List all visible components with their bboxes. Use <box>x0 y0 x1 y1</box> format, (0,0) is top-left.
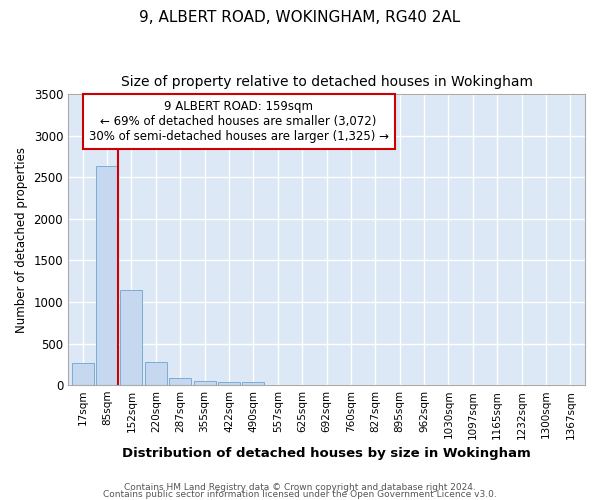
Text: Contains HM Land Registry data © Crown copyright and database right 2024.: Contains HM Land Registry data © Crown c… <box>124 484 476 492</box>
Bar <box>145 362 167 385</box>
Bar <box>218 382 240 385</box>
Text: Contains public sector information licensed under the Open Government Licence v3: Contains public sector information licen… <box>103 490 497 499</box>
Text: 9, ALBERT ROAD, WOKINGHAM, RG40 2AL: 9, ALBERT ROAD, WOKINGHAM, RG40 2AL <box>139 10 461 25</box>
Bar <box>71 362 94 385</box>
Bar <box>194 381 215 385</box>
Y-axis label: Number of detached properties: Number of detached properties <box>15 146 28 332</box>
Bar <box>169 378 191 385</box>
Title: Size of property relative to detached houses in Wokingham: Size of property relative to detached ho… <box>121 75 533 89</box>
Bar <box>121 290 142 385</box>
Bar <box>96 166 118 385</box>
Bar <box>242 382 265 385</box>
X-axis label: Distribution of detached houses by size in Wokingham: Distribution of detached houses by size … <box>122 447 531 460</box>
Text: 9 ALBERT ROAD: 159sqm
← 69% of detached houses are smaller (3,072)
30% of semi-d: 9 ALBERT ROAD: 159sqm ← 69% of detached … <box>89 100 389 143</box>
